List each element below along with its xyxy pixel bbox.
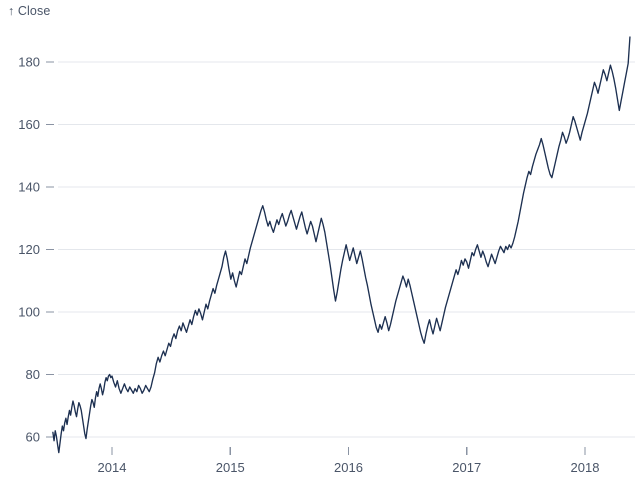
y-axis-tick-label: 140 [18,180,40,195]
x-axis-tick-label: 2017 [452,460,481,475]
x-axis-tick-label: 2015 [216,460,245,475]
y-axis-ticks-group: 60 80 100 120 140 160 180 [18,55,54,445]
y-axis-tick-label: 80 [26,367,40,382]
gridlines-group [58,61,635,438]
x-axis-tick-label: 2018 [571,460,600,475]
y-axis-tick-label: 60 [26,430,40,445]
y-axis-tick-label: 120 [18,242,40,257]
y-axis-tick-label: 180 [18,55,40,70]
y-axis-tick-label: 100 [18,305,40,320]
y-axis-tick-label: 160 [18,117,40,132]
close-price-line [52,36,631,454]
x-axis-ticks-group: 2014 2015 2016 2017 2018 [98,447,600,475]
x-axis-tick-label: 2016 [334,460,363,475]
y-axis-title: ↑ Close [8,4,51,18]
x-axis-tick-label: 2014 [98,460,127,475]
series-group [52,36,631,454]
